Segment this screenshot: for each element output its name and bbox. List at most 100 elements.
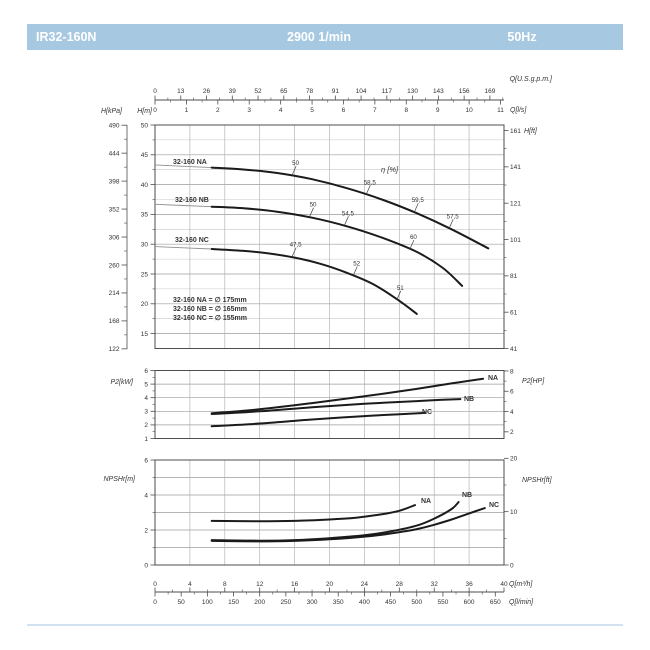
efficiency-title: η [%] bbox=[381, 165, 399, 174]
svg-text:8: 8 bbox=[510, 368, 514, 375]
svg-text:2: 2 bbox=[510, 429, 514, 436]
svg-text:91: 91 bbox=[332, 88, 340, 95]
svg-text:40: 40 bbox=[500, 581, 508, 588]
svg-text:0: 0 bbox=[153, 107, 157, 114]
svg-text:0: 0 bbox=[510, 562, 514, 569]
q-m3h-axis-title: Q[m³/h] bbox=[509, 581, 533, 588]
svg-text:41: 41 bbox=[510, 346, 518, 353]
svg-text:2: 2 bbox=[144, 527, 148, 534]
svg-text:11: 11 bbox=[497, 107, 504, 114]
svg-text:81: 81 bbox=[510, 273, 518, 280]
svg-text:169: 169 bbox=[484, 88, 495, 95]
h-m-axis-title: H[m] bbox=[137, 108, 153, 115]
svg-text:0: 0 bbox=[153, 599, 157, 606]
svg-text:121: 121 bbox=[510, 200, 521, 207]
curve-32-160-NB bbox=[210, 205, 464, 287]
svg-text:20: 20 bbox=[141, 301, 149, 308]
curve-label: NB bbox=[464, 396, 474, 403]
svg-text:25: 25 bbox=[141, 271, 149, 278]
svg-text:52: 52 bbox=[254, 88, 262, 95]
svg-text:0: 0 bbox=[153, 581, 157, 588]
svg-text:61: 61 bbox=[510, 309, 518, 316]
svg-text:2: 2 bbox=[144, 422, 148, 429]
svg-text:6: 6 bbox=[144, 457, 148, 464]
svg-text:4: 4 bbox=[188, 581, 192, 588]
svg-text:4: 4 bbox=[510, 409, 514, 416]
svg-text:16: 16 bbox=[291, 581, 299, 588]
svg-text:78: 78 bbox=[306, 88, 314, 95]
svg-text:20: 20 bbox=[510, 456, 518, 463]
svg-text:8: 8 bbox=[223, 581, 227, 588]
curve-NA bbox=[210, 377, 485, 415]
svg-text:398: 398 bbox=[109, 178, 120, 185]
svg-text:600: 600 bbox=[464, 599, 475, 606]
curve-label: 32-160 NC bbox=[175, 237, 209, 244]
svg-text:5: 5 bbox=[310, 107, 314, 114]
efficiency-value: 47,5 bbox=[290, 242, 303, 249]
svg-text:450: 450 bbox=[385, 599, 396, 606]
curve-32-160-NA bbox=[210, 166, 490, 250]
curve-label: 32-160 NB bbox=[175, 197, 209, 204]
svg-text:24: 24 bbox=[361, 581, 369, 588]
svg-text:65: 65 bbox=[280, 88, 288, 95]
curve-label: NA bbox=[488, 375, 498, 382]
svg-text:50: 50 bbox=[178, 599, 186, 606]
curve-label: NC bbox=[489, 502, 499, 509]
pump-model: IR32-160N bbox=[36, 30, 97, 44]
svg-text:5: 5 bbox=[144, 381, 148, 388]
q-ls-axis-title: Q[l/s] bbox=[510, 107, 527, 114]
impeller-legend-line: 32-160 NA = ∅ 175mm bbox=[173, 296, 247, 304]
svg-text:122: 122 bbox=[109, 346, 120, 353]
svg-text:20: 20 bbox=[326, 581, 334, 588]
svg-text:260: 260 bbox=[109, 262, 120, 269]
curve-NC bbox=[210, 507, 486, 543]
npshr-ft-axis-title: NPSHr[ft] bbox=[522, 477, 553, 484]
power-chart: 6 5 4 3 2 1 P2[kW] 8 6 4 2 P2[HP] NA NB NC bbox=[110, 368, 545, 443]
svg-text:4: 4 bbox=[279, 107, 283, 114]
efficiency-value: 50 bbox=[292, 160, 299, 167]
svg-text:40: 40 bbox=[141, 182, 149, 189]
svg-text:444: 444 bbox=[109, 150, 120, 157]
svg-text:6: 6 bbox=[510, 389, 514, 396]
curve-NB bbox=[210, 398, 462, 415]
svg-text:1: 1 bbox=[144, 436, 148, 443]
pump-speed: 2900 1/min bbox=[287, 30, 351, 44]
efficiency-value: 59,5 bbox=[412, 197, 425, 204]
svg-text:1: 1 bbox=[185, 107, 189, 114]
curve-label: NB bbox=[462, 492, 472, 499]
svg-text:550: 550 bbox=[437, 599, 448, 606]
title-bar: IR32-160N 2900 1/min 50Hz bbox=[27, 24, 623, 50]
svg-text:28: 28 bbox=[396, 581, 404, 588]
efficiency-value: 54,5 bbox=[342, 210, 355, 217]
curve-label: NA bbox=[421, 498, 431, 505]
svg-text:306: 306 bbox=[109, 234, 120, 241]
svg-text:350: 350 bbox=[333, 599, 344, 606]
svg-text:214: 214 bbox=[109, 290, 120, 297]
svg-text:500: 500 bbox=[411, 599, 422, 606]
svg-text:490: 490 bbox=[109, 123, 120, 130]
q-lmin-axis-title: Q[l/min] bbox=[509, 599, 534, 606]
svg-text:26: 26 bbox=[203, 88, 211, 95]
p2-kw-axis-title: P2[kW] bbox=[110, 379, 134, 386]
svg-text:36: 36 bbox=[465, 581, 473, 588]
svg-text:3: 3 bbox=[247, 107, 251, 114]
efficiency-value: 52 bbox=[353, 261, 360, 268]
svg-text:10: 10 bbox=[465, 107, 473, 114]
h-ft-axis-title: H[ft] bbox=[524, 128, 538, 135]
svg-text:156: 156 bbox=[459, 88, 470, 95]
svg-text:8: 8 bbox=[404, 107, 408, 114]
svg-text:50: 50 bbox=[141, 122, 149, 129]
svg-text:650: 650 bbox=[490, 599, 501, 606]
svg-text:10: 10 bbox=[510, 509, 518, 516]
svg-text:104: 104 bbox=[356, 88, 367, 95]
svg-text:15: 15 bbox=[141, 331, 149, 338]
npshr-m-axis-title: NPSHr[m] bbox=[104, 476, 137, 483]
svg-text:6: 6 bbox=[144, 368, 148, 375]
svg-text:39: 39 bbox=[229, 88, 237, 95]
pump-frequency: 50Hz bbox=[507, 30, 537, 44]
svg-text:9: 9 bbox=[436, 107, 440, 114]
svg-text:168: 168 bbox=[109, 318, 120, 325]
h-kpa-axis-title: H[kPa] bbox=[101, 108, 123, 115]
